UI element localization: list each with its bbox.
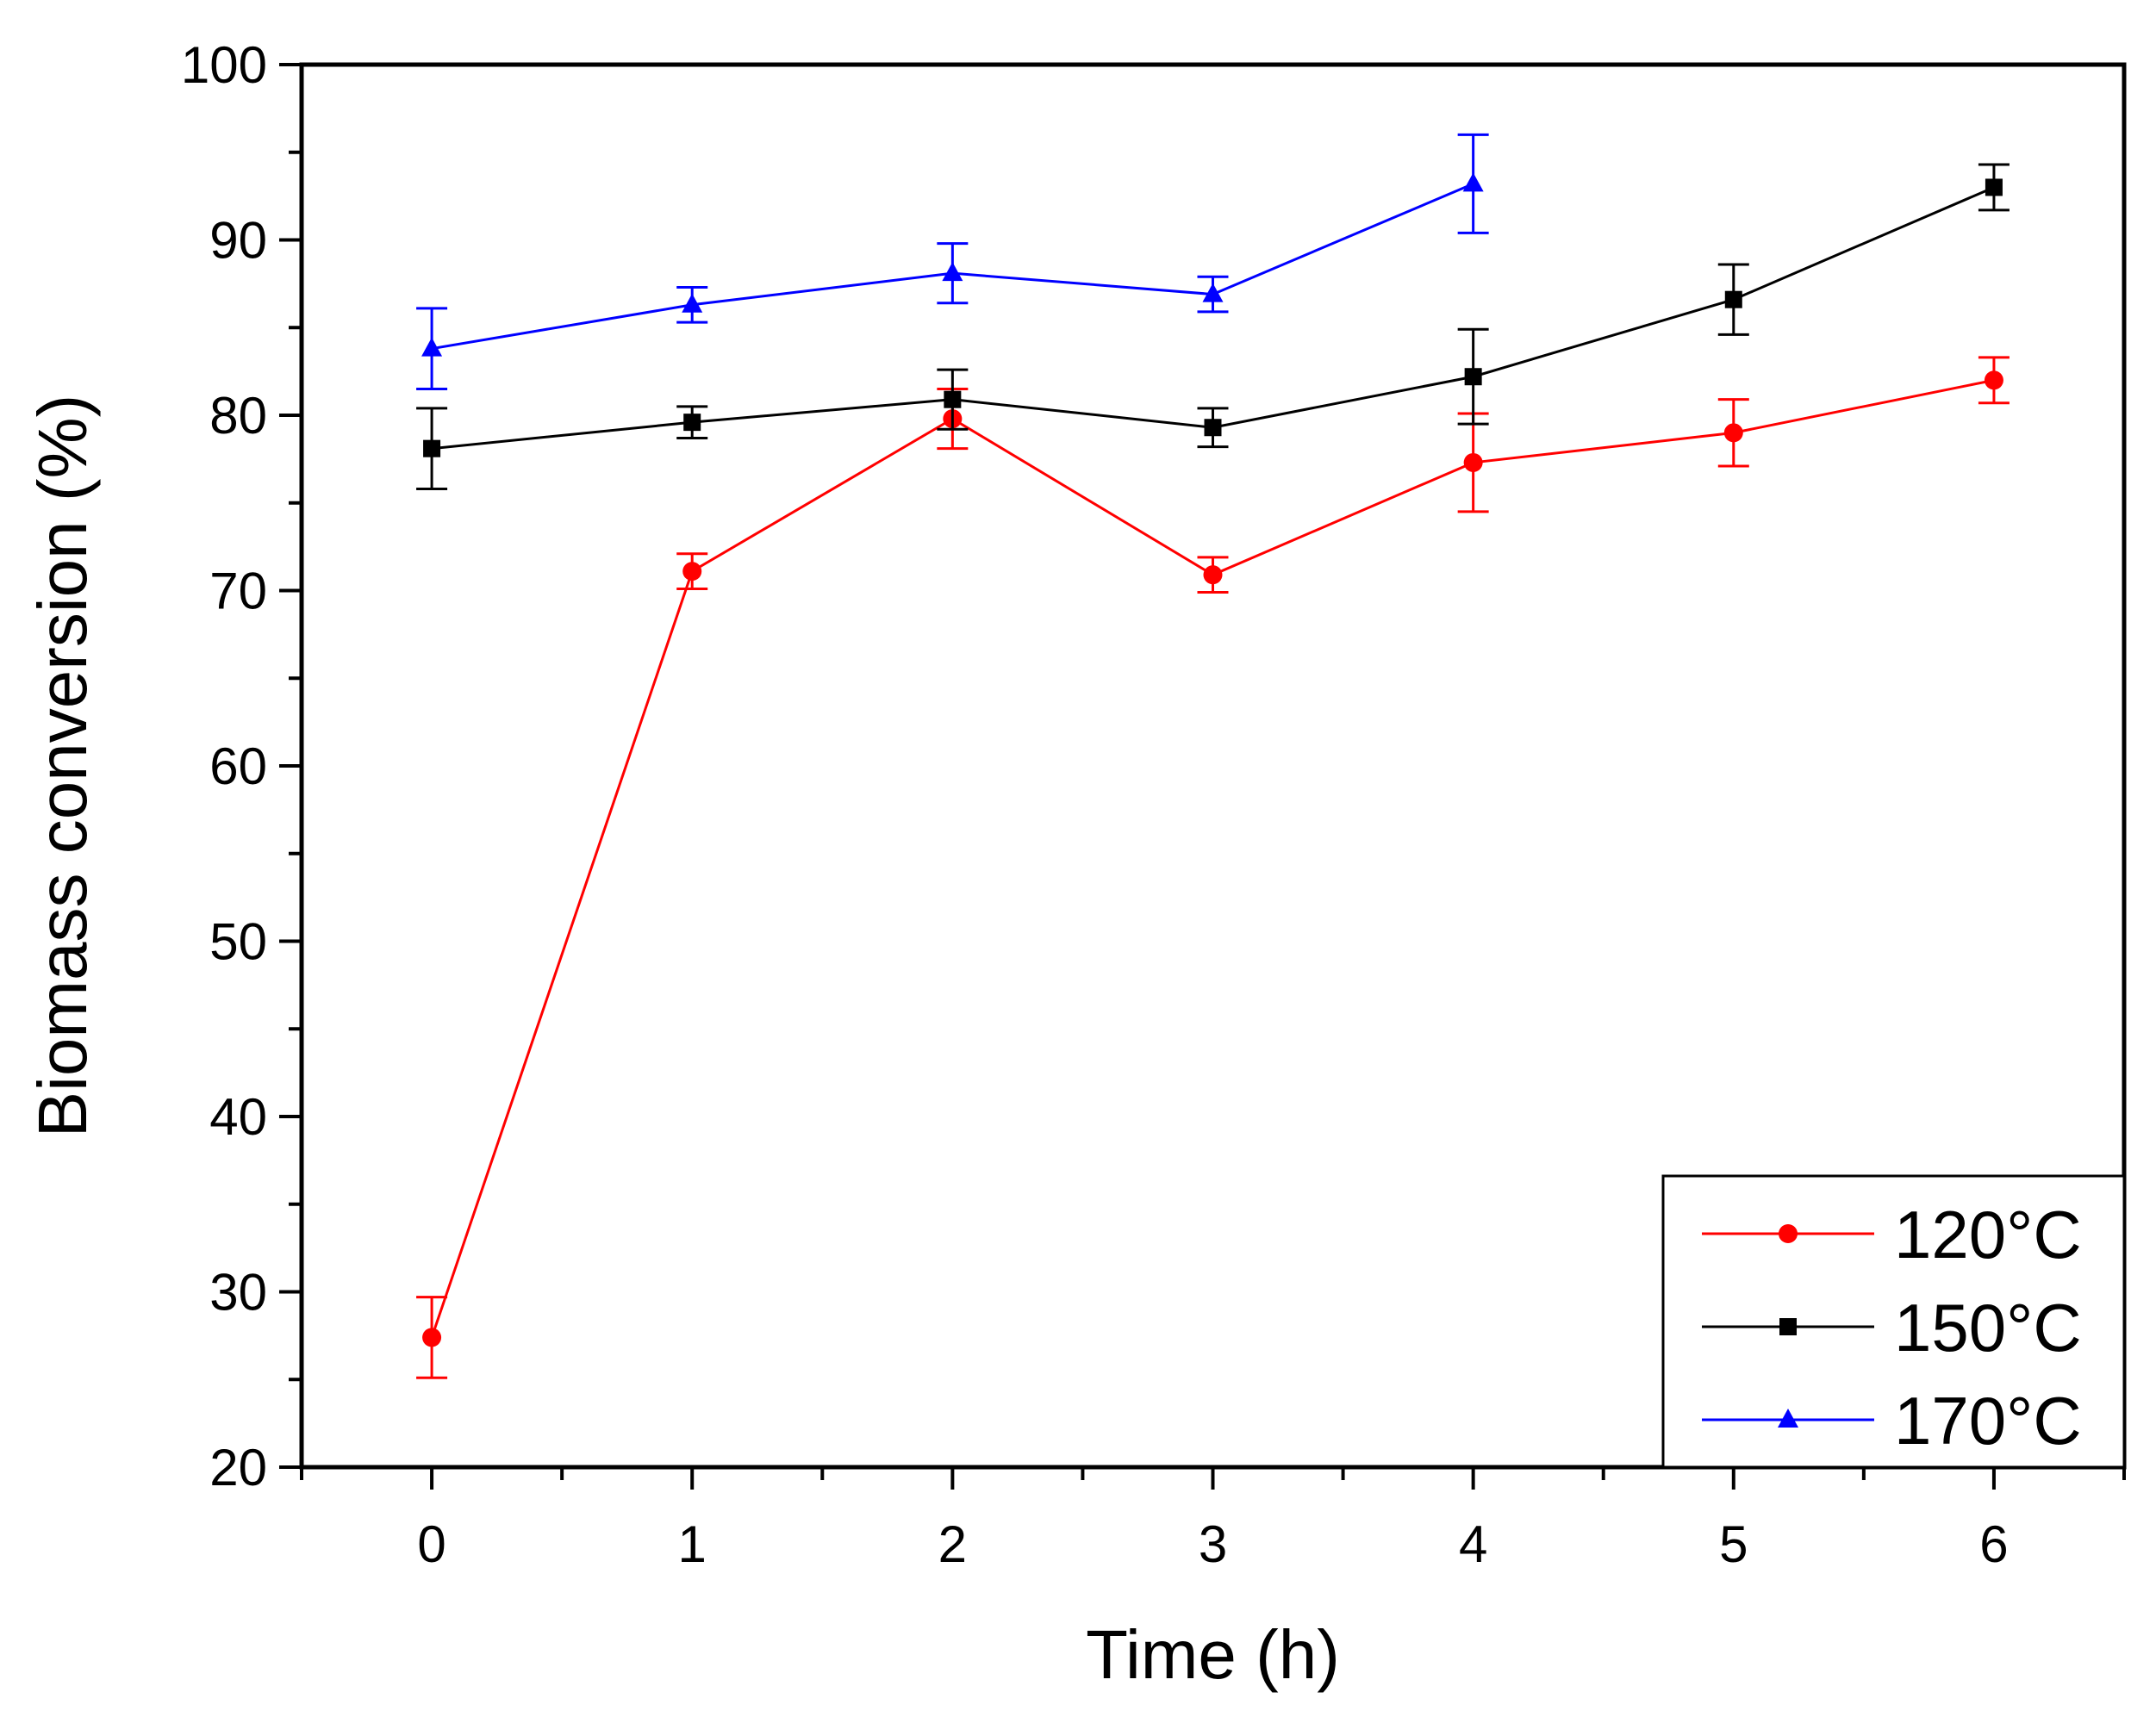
series-0 xyxy=(416,356,2010,1379)
y-axis-title: Biomass conversion (%) xyxy=(24,395,101,1138)
series-layer xyxy=(416,133,2010,1379)
x-axis-title: Time (h) xyxy=(1086,1616,1340,1693)
plot-frame xyxy=(299,62,2127,1470)
data-point xyxy=(1204,419,1222,437)
data-point xyxy=(421,337,443,357)
legend-marker xyxy=(1778,1409,1798,1428)
data-point xyxy=(1462,172,1484,192)
data-point xyxy=(1463,452,1483,472)
y-tick-label: 90 xyxy=(209,212,267,270)
x-tick-label: 1 xyxy=(678,1515,707,1573)
x-tick-label: 0 xyxy=(417,1515,446,1573)
data-point xyxy=(1203,565,1223,585)
series-2 xyxy=(416,133,1489,390)
y-tick-label: 50 xyxy=(209,913,267,971)
data-point xyxy=(1985,178,2003,196)
x-tick-label: 6 xyxy=(1979,1515,2008,1573)
data-point xyxy=(944,390,962,408)
data-point xyxy=(683,414,701,432)
x-tick-label: 2 xyxy=(938,1515,967,1573)
y-tick-label: 100 xyxy=(181,36,267,94)
legend-marker xyxy=(1779,1224,1798,1243)
data-point xyxy=(1464,368,1482,386)
legend: 120°C 150°C 170°C xyxy=(1661,1174,2126,1469)
x-tick-label: 4 xyxy=(1459,1515,1487,1573)
y-tick-label: 40 xyxy=(209,1088,267,1146)
data-point xyxy=(682,562,702,582)
data-point xyxy=(422,1328,442,1347)
y-tick-label: 80 xyxy=(209,387,267,445)
legend-label: 150°C xyxy=(1894,1290,2082,1366)
y-tick-label: 70 xyxy=(209,563,267,620)
data-point xyxy=(942,262,963,282)
y-tick-label: 30 xyxy=(209,1264,267,1322)
series-1 xyxy=(416,163,2010,490)
legend-label: 120°C xyxy=(1894,1197,2082,1272)
y-tick-label: 60 xyxy=(209,737,267,795)
data-point xyxy=(423,439,441,457)
data-point xyxy=(1724,290,1742,308)
x-tick-label: 5 xyxy=(1719,1515,1748,1573)
ticks-layer: 0 1 2 3 4 5 6 20 30 40 50 60 70 80 90 100 xyxy=(181,36,2126,1573)
data-point xyxy=(1723,423,1743,443)
data-point xyxy=(1202,283,1224,302)
x-tick-label: 3 xyxy=(1199,1515,1227,1573)
data-point xyxy=(682,293,703,313)
legend-marker xyxy=(1779,1318,1797,1335)
legend-label: 170°C xyxy=(1894,1383,2082,1459)
data-point xyxy=(1984,370,2003,390)
y-tick-label: 20 xyxy=(209,1439,267,1496)
